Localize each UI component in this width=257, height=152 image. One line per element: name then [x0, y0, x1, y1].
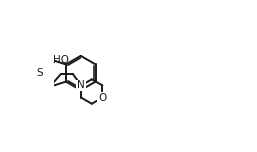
Text: S: S [36, 68, 43, 78]
Text: HO: HO [53, 55, 69, 64]
Text: O: O [98, 93, 106, 103]
Text: N: N [77, 80, 85, 90]
